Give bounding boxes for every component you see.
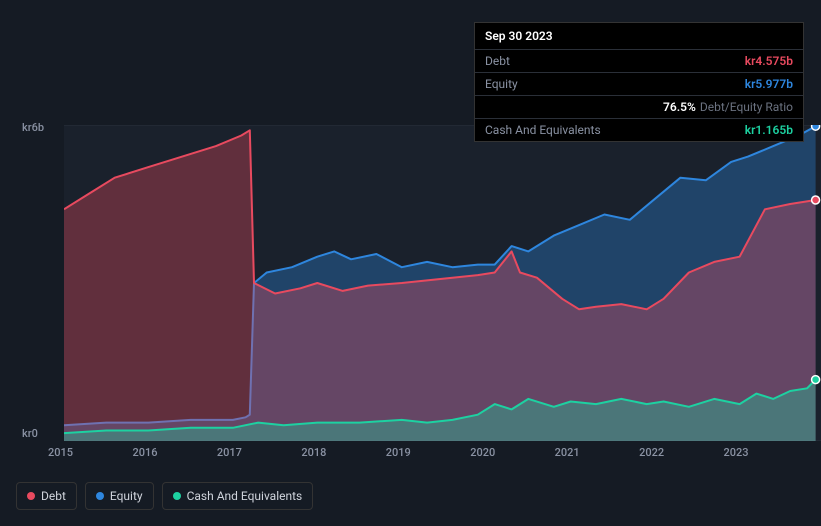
x-tick-label: 2022 [639, 446, 723, 459]
x-axis-labels: 201520162017201820192020202120222023 [48, 446, 808, 459]
x-tick-label: 2019 [386, 446, 470, 459]
debt-equity-chart: kr6b kr0 [16, 125, 806, 465]
tooltip-row-label [485, 100, 663, 114]
tooltip-row-value: 76.5% [663, 100, 696, 114]
series-end-marker [812, 196, 820, 204]
series-end-marker [812, 125, 820, 130]
tooltip-row-value: kr5.977b [745, 77, 793, 91]
tooltip-row: 76.5% Debt/Equity Ratio [475, 95, 803, 118]
legend-dot-icon [96, 492, 104, 500]
x-tick-label: 2015 [48, 446, 132, 459]
legend-label: Debt [41, 489, 66, 503]
legend-label: Equity [110, 489, 143, 503]
tooltip-row-label: Debt [485, 54, 745, 68]
y-tick-top: kr6b [22, 121, 44, 134]
tooltip-row-suffix: Debt/Equity Ratio [700, 100, 793, 114]
tooltip-date: Sep 30 2023 [475, 23, 803, 49]
legend-item[interactable]: Cash And Equivalents [162, 482, 314, 510]
legend-dot-icon [173, 492, 181, 500]
tooltip-row: Debtkr4.575b [475, 49, 803, 72]
chart-legend: Debt Equity Cash And Equivalents [16, 482, 313, 510]
x-tick-label: 2017 [217, 446, 301, 459]
y-tick-bottom: kr0 [22, 427, 38, 440]
legend-item[interactable]: Equity [85, 482, 154, 510]
x-tick-label: 2018 [301, 446, 385, 459]
tooltip-row-value: kr1.165b [745, 123, 793, 137]
x-tick-label: 2021 [555, 446, 639, 459]
chart-tooltip: Sep 30 2023 Debtkr4.575bEquitykr5.977b76… [474, 22, 804, 142]
legend-label: Cash And Equivalents [187, 489, 303, 503]
legend-dot-icon [27, 492, 35, 500]
x-tick-label: 2016 [132, 446, 216, 459]
tooltip-row: Equitykr5.977b [475, 72, 803, 95]
series-end-marker [812, 376, 820, 384]
legend-item[interactable]: Debt [16, 482, 77, 510]
x-tick-label: 2020 [470, 446, 554, 459]
x-tick-label: 2023 [724, 446, 808, 459]
tooltip-row: Cash And Equivalentskr1.165b [475, 118, 803, 141]
chart-svg [64, 125, 821, 441]
tooltip-row-value: kr4.575b [745, 54, 793, 68]
tooltip-row-label: Equity [485, 77, 745, 91]
tooltip-row-label: Cash And Equivalents [485, 123, 745, 137]
